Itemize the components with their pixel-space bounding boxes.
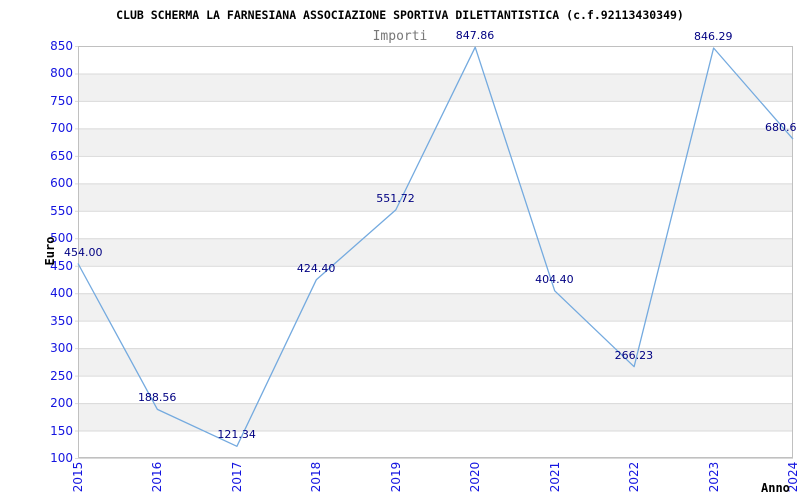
chart-subtitle: Importi [372, 29, 428, 44]
x-tick-label: 2022 [627, 461, 642, 493]
band-row [78, 73, 793, 101]
x-tick-label: 2020 [468, 461, 483, 493]
point-label: 266.23 [614, 348, 654, 362]
y-tick-label: 300 [50, 341, 73, 356]
y-tick-label: 500 [50, 231, 73, 246]
point-label: 404.40 [535, 272, 574, 286]
band-row [78, 293, 793, 321]
x-tick-label: 2017 [229, 461, 244, 493]
y-tick-label: 800 [50, 66, 73, 81]
plot-area [75, 46, 794, 459]
x-tick-label: 2023 [706, 461, 721, 493]
point-label: 680.6 [765, 121, 797, 135]
y-tick-label: 650 [50, 148, 73, 163]
series-line [77, 46, 794, 447]
band-row [78, 348, 793, 376]
x-tick-label: 2015 [71, 461, 85, 493]
y-tick-label: 700 [50, 121, 73, 136]
point-label: 846.29 [694, 30, 733, 44]
band-row [78, 128, 793, 156]
point-label: 454.00 [64, 245, 103, 259]
point-label: 847.86 [455, 29, 495, 43]
band-row [78, 238, 793, 266]
y-tick-label: 250 [50, 368, 73, 383]
y-tick-label: 100 [50, 451, 73, 465]
point-label: 188.56 [137, 391, 177, 405]
plot-border [78, 46, 793, 458]
y-tick-label: 550 [50, 203, 73, 218]
chart-title: CLUB SCHERMA LA FARNESIANA ASSOCIAZIONE … [116, 8, 684, 22]
y-tick-label: 350 [50, 313, 73, 328]
point-label: 424.40 [296, 261, 336, 275]
y-tick-label: 600 [50, 176, 73, 191]
x-tick-label: 2016 [150, 461, 165, 493]
x-tick-label: 2018 [309, 461, 324, 493]
x-tick-label: 2019 [388, 461, 403, 493]
y-tick-label: 750 [50, 93, 73, 108]
x-axis-title: Anno [761, 481, 790, 495]
point-label: 121.34 [217, 428, 256, 442]
y-tick-label: 150 [50, 423, 73, 438]
x-tick-label: 2021 [547, 461, 562, 493]
y-axis-title: Euro [43, 236, 57, 266]
y-tick-label: 200 [50, 396, 73, 411]
y-tick-label: 850 [50, 39, 73, 53]
y-tick-label: 450 [50, 258, 73, 273]
point-label: 551.72 [376, 191, 415, 205]
band-row [78, 183, 793, 211]
band-row [78, 403, 793, 431]
y-tick-label: 400 [50, 286, 73, 301]
